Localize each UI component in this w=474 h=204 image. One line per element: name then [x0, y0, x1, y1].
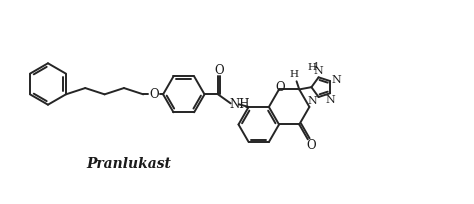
Text: N: N — [314, 67, 323, 76]
Text: O: O — [306, 139, 316, 152]
Text: H: H — [308, 63, 317, 72]
Text: N: N — [331, 75, 341, 85]
Text: O: O — [149, 88, 159, 101]
Text: O: O — [275, 81, 285, 94]
Text: 1: 1 — [314, 62, 319, 70]
Text: NH: NH — [230, 98, 250, 111]
Text: N: N — [308, 96, 318, 106]
Text: N: N — [325, 94, 335, 104]
Text: Pranlukast: Pranlukast — [87, 157, 172, 171]
Text: H: H — [289, 70, 298, 79]
Text: O: O — [214, 63, 224, 76]
